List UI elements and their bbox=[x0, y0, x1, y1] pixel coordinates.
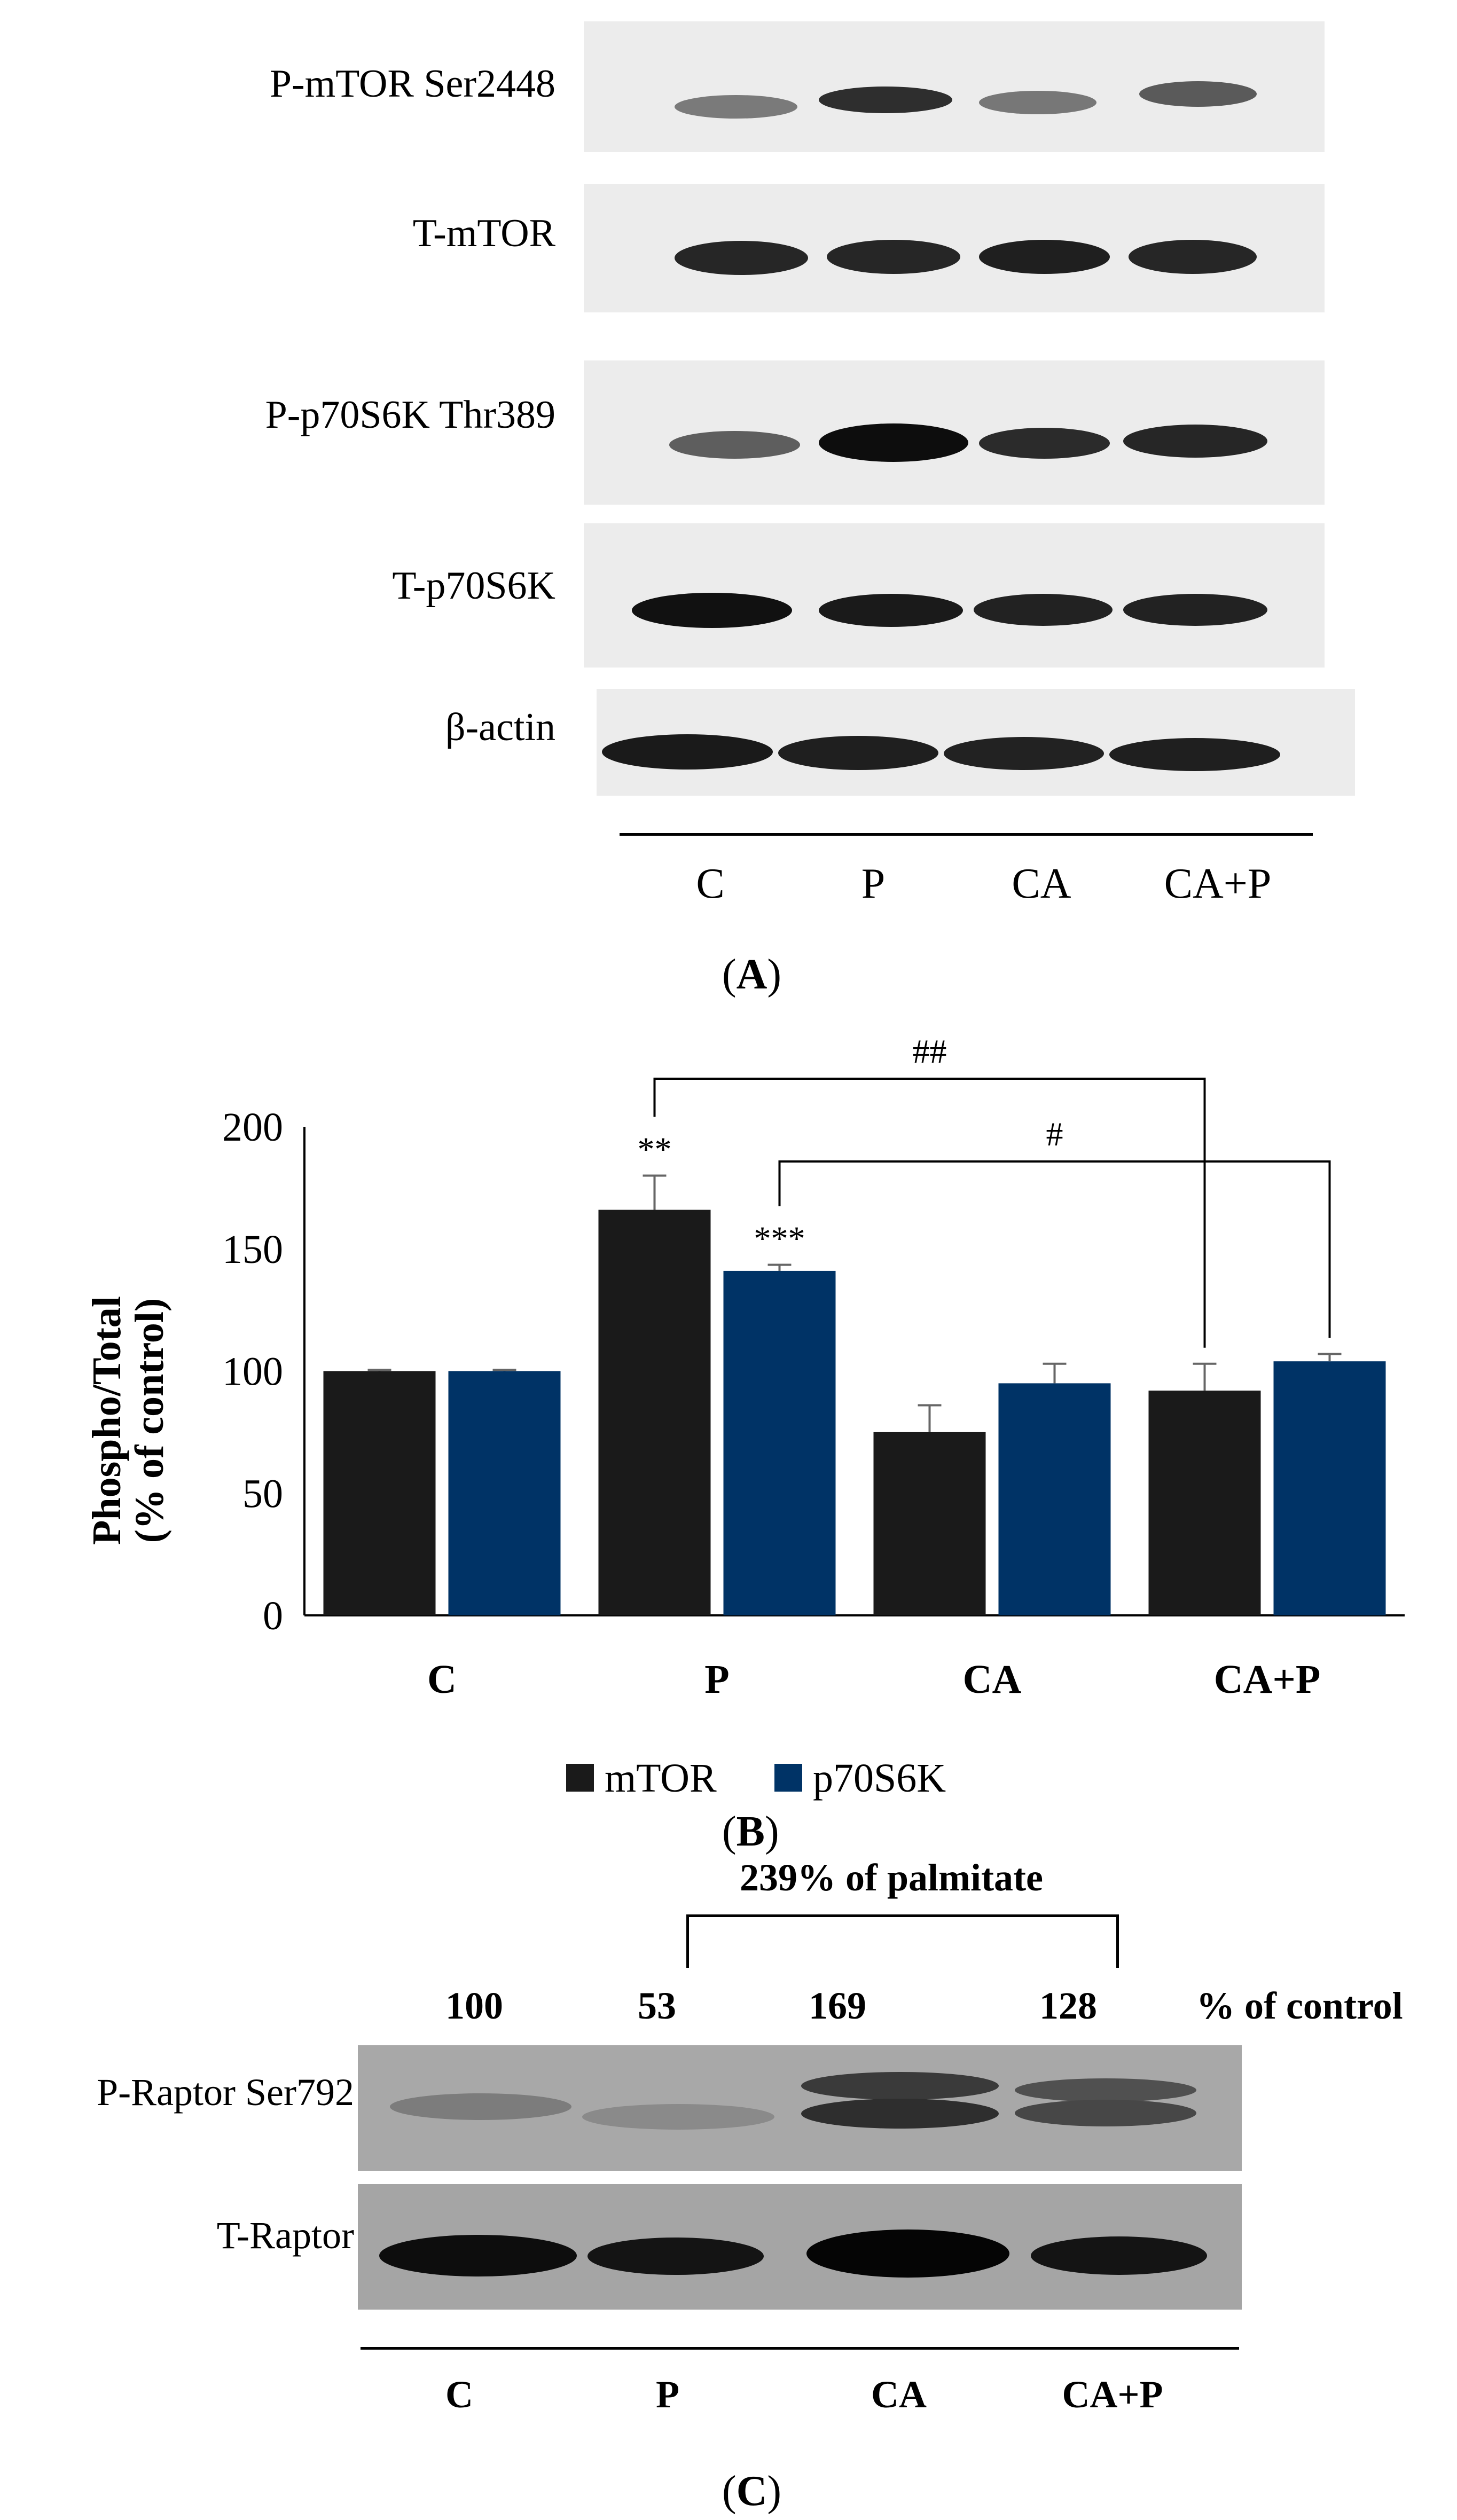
y-tick-label: 0 bbox=[263, 1593, 283, 1638]
x-tick-label: CA+P bbox=[1214, 1657, 1321, 1702]
blot-label-beta-actin: β-actin bbox=[445, 705, 555, 749]
lane-label-c-c: C bbox=[445, 2373, 473, 2416]
blot-label-p-mtor: P-mTOR Ser2448 bbox=[269, 62, 555, 106]
x-tick-label: CA bbox=[963, 1657, 1022, 1702]
bar-p70s6k-p bbox=[723, 1270, 836, 1615]
lane-label-p: P bbox=[861, 860, 886, 907]
bar-p70s6k-c bbox=[448, 1371, 561, 1615]
legend-label-p70s6k: p70S6K bbox=[813, 1756, 946, 1801]
value-ca-p: 128 bbox=[1039, 1984, 1097, 2027]
panel-c-caption: (C) bbox=[722, 2468, 782, 2515]
comparison-bracket-label: ## bbox=[913, 1032, 947, 1070]
comparison-bracket bbox=[653, 1078, 1206, 1348]
lane-label-c: C bbox=[696, 860, 725, 907]
y-axis-label-line1: Phospho/Total bbox=[84, 1296, 129, 1545]
bar-mtor-c bbox=[323, 1371, 436, 1615]
value-unit: % of control bbox=[1196, 1984, 1403, 2027]
lane-label-c-ca-p: CA+P bbox=[1062, 2373, 1163, 2416]
blot-label-t-raptor: T-Raptor bbox=[216, 2214, 354, 2257]
panel-b-caption: (B) bbox=[722, 1808, 779, 1855]
legend-swatch-p70s6k bbox=[774, 1764, 802, 1792]
bar-mtor-ca bbox=[873, 1432, 986, 1615]
y-axis-label-line2: (% of control) bbox=[127, 1298, 172, 1543]
blot-image-p-p70s6k bbox=[584, 360, 1325, 505]
lane-label-c-p: P bbox=[656, 2373, 679, 2416]
bar-p70s6k-ca-p bbox=[1273, 1361, 1386, 1615]
significance-mark: ** bbox=[638, 1131, 672, 1168]
bar-mtor-ca-p bbox=[1148, 1391, 1261, 1615]
y-tick-label: 50 bbox=[242, 1471, 283, 1516]
blot-image-t-mtor bbox=[584, 184, 1325, 312]
blot-label-p-p70s6k: P-p70S6K Thr389 bbox=[265, 393, 555, 437]
comparison-bracket bbox=[778, 1160, 1331, 1338]
lane-divider-line bbox=[620, 833, 1313, 836]
lane-label-c-ca: CA bbox=[871, 2373, 927, 2416]
y-tick-label: 100 bbox=[222, 1349, 283, 1394]
blot-label-t-p70s6k: T-p70S6K bbox=[392, 564, 555, 608]
blot-image-t-p70s6k bbox=[584, 523, 1325, 668]
bar-p70s6k-ca bbox=[998, 1383, 1111, 1615]
lane-divider-line-c bbox=[361, 2347, 1239, 2350]
bar-mtor-p bbox=[598, 1210, 711, 1615]
y-tick-label: 200 bbox=[222, 1105, 283, 1150]
blot-image-p-mtor bbox=[584, 21, 1325, 152]
value-c: 100 bbox=[445, 1984, 503, 2027]
legend-swatch-mtor bbox=[566, 1764, 594, 1792]
value-ca: 169 bbox=[809, 1984, 866, 2027]
blot-label-t-mtor: T-mTOR bbox=[412, 211, 555, 255]
comparison-bracket-label: # bbox=[1046, 1115, 1063, 1153]
palmitate-bracket-label: 239% of palmitate bbox=[740, 1856, 1043, 1899]
blot-image-beta-actin bbox=[597, 689, 1355, 796]
legend-label-mtor: mTOR bbox=[605, 1756, 717, 1801]
x-tick-label: P bbox=[704, 1657, 729, 1702]
lane-label-ca: CA bbox=[1012, 860, 1071, 907]
blot-label-p-raptor: P-Raptor Ser792 bbox=[97, 2071, 354, 2114]
x-tick-label: C bbox=[427, 1657, 457, 1702]
y-tick-label: 150 bbox=[222, 1227, 283, 1272]
significance-mark: *** bbox=[754, 1219, 805, 1257]
value-p: 53 bbox=[638, 1984, 676, 2027]
blot-image-t-raptor bbox=[358, 2184, 1242, 2310]
lane-label-ca-p: CA+P bbox=[1164, 860, 1272, 907]
panel-a-caption: (A) bbox=[722, 951, 782, 998]
palmitate-bracket bbox=[686, 1914, 1122, 1968]
blot-image-p-raptor bbox=[358, 2045, 1242, 2171]
